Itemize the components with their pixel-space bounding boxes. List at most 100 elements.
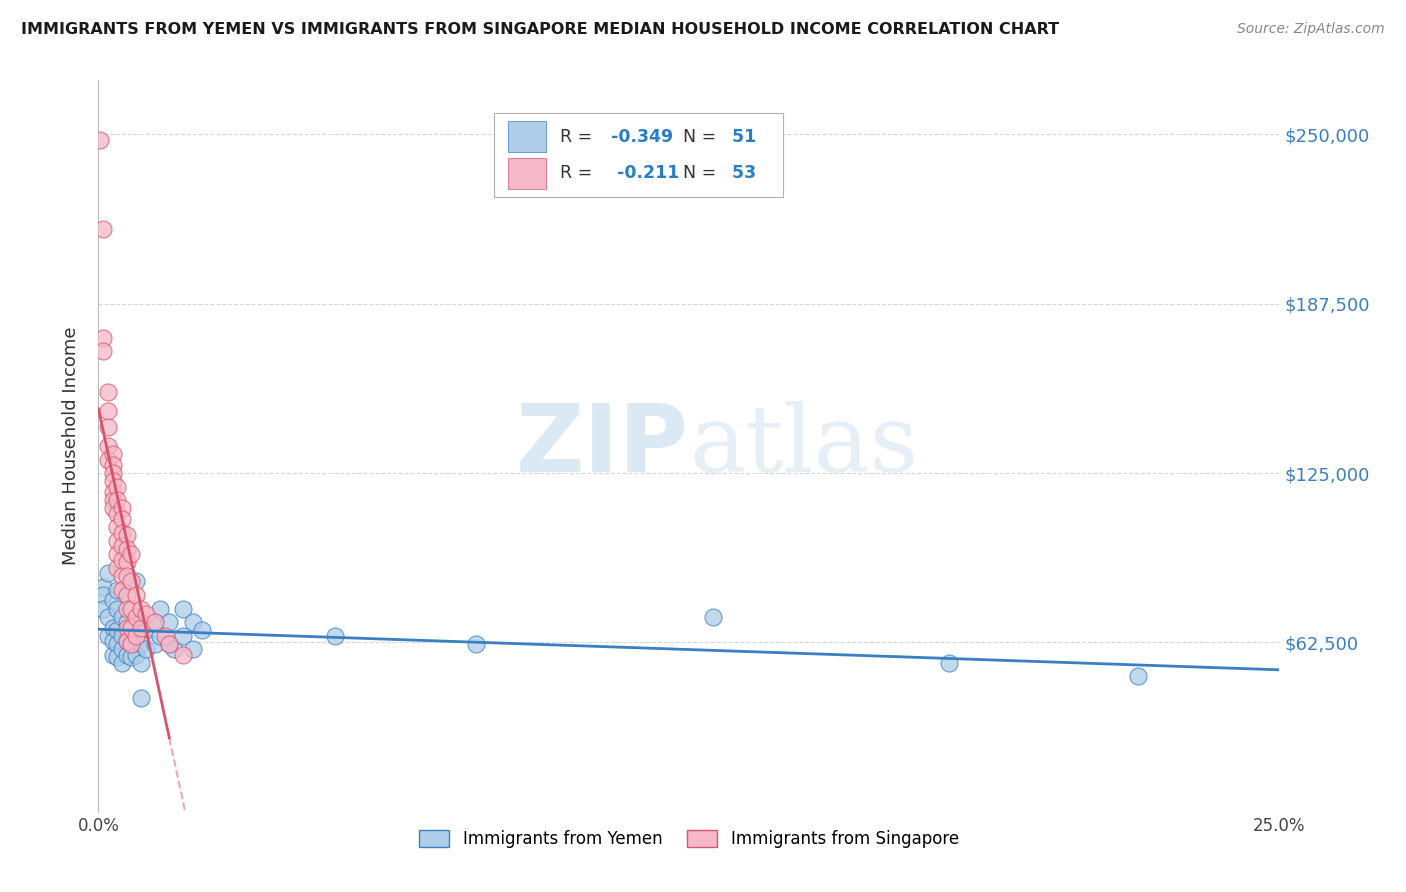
Point [115, 634, 138, 648]
Point [465, 637, 488, 651]
Point [97, 384, 120, 399]
Text: 53: 53 [725, 164, 755, 182]
Point [111, 642, 134, 657]
Point [121, 547, 143, 561]
Point [105, 520, 128, 534]
Point [129, 615, 152, 629]
Point [101, 458, 124, 472]
Legend: Immigrants from Yemen, Immigrants from Singapore: Immigrants from Yemen, Immigrants from S… [412, 823, 966, 855]
Point [121, 637, 143, 651]
Point [111, 553, 134, 567]
Point [143, 615, 166, 629]
Point [135, 607, 157, 621]
Point [105, 480, 128, 494]
FancyBboxPatch shape [508, 158, 546, 188]
Point [91, 344, 114, 359]
Text: ZIP: ZIP [516, 400, 689, 492]
Point [172, 648, 194, 662]
FancyBboxPatch shape [494, 113, 783, 197]
Point [111, 539, 134, 553]
Point [323, 629, 346, 643]
Point [97, 439, 120, 453]
Point [105, 493, 128, 508]
Point [115, 541, 138, 556]
Point [157, 615, 180, 629]
Point [172, 629, 194, 643]
Point [129, 656, 152, 670]
Point [105, 624, 128, 638]
Point [101, 493, 124, 508]
Point [97, 420, 120, 434]
Point [172, 601, 194, 615]
Point [125, 574, 148, 589]
Point [97, 629, 120, 643]
Point [111, 512, 134, 526]
Point [115, 588, 138, 602]
Point [115, 556, 138, 570]
Point [111, 656, 134, 670]
Point [101, 466, 124, 480]
Text: 51: 51 [725, 128, 756, 145]
Point [153, 629, 176, 643]
Point [149, 601, 172, 615]
Point [111, 629, 134, 643]
Point [91, 222, 114, 236]
Text: -0.349: -0.349 [605, 128, 673, 145]
Point [125, 588, 148, 602]
Point [101, 620, 124, 634]
Point [89, 133, 111, 147]
Text: N =: N = [672, 164, 723, 182]
Point [129, 601, 152, 615]
Point [101, 485, 124, 500]
Point [105, 547, 128, 561]
Point [125, 629, 148, 643]
Point [121, 650, 143, 665]
Point [115, 528, 138, 542]
Point [129, 620, 152, 634]
Point [129, 690, 152, 705]
Text: N =: N = [672, 128, 723, 145]
Point [121, 637, 143, 651]
Point [97, 452, 120, 467]
Point [115, 601, 138, 615]
Point [105, 533, 128, 548]
Point [97, 404, 120, 418]
Point [121, 620, 143, 634]
Point [125, 609, 148, 624]
Point [97, 609, 120, 624]
Point [101, 648, 124, 662]
Text: -0.211: -0.211 [605, 164, 679, 182]
Point [111, 569, 134, 583]
Point [143, 615, 166, 629]
Point [91, 580, 114, 594]
Point [1126, 669, 1149, 683]
Point [163, 642, 186, 657]
Point [91, 601, 114, 615]
Point [181, 642, 204, 657]
Point [129, 637, 152, 651]
Point [115, 615, 138, 629]
Point [91, 588, 114, 602]
Point [135, 642, 157, 657]
Point [101, 593, 124, 607]
Point [97, 566, 120, 581]
Point [111, 501, 134, 516]
Point [91, 331, 114, 345]
Point [105, 507, 128, 521]
Point [121, 601, 143, 615]
Point [702, 609, 724, 624]
Point [111, 582, 134, 597]
Point [115, 634, 138, 648]
Point [115, 648, 138, 662]
Point [105, 601, 128, 615]
Point [111, 525, 134, 540]
Y-axis label: Median Household Income: Median Household Income [62, 326, 80, 566]
Point [101, 634, 124, 648]
Text: IMMIGRANTS FROM YEMEN VS IMMIGRANTS FROM SINGAPORE MEDIAN HOUSEHOLD INCOME CORRE: IMMIGRANTS FROM YEMEN VS IMMIGRANTS FROM… [21, 22, 1059, 37]
Point [121, 620, 143, 634]
Point [191, 624, 214, 638]
Point [101, 474, 124, 488]
Text: R =: R = [560, 164, 598, 182]
Point [149, 629, 172, 643]
Point [135, 620, 157, 634]
